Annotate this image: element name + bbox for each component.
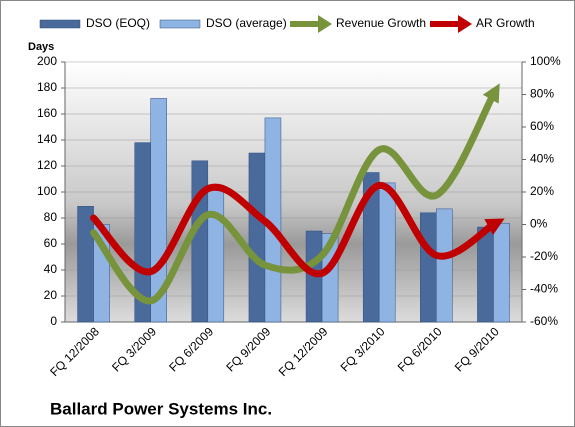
bar xyxy=(207,185,225,323)
legend-label: AR Growth xyxy=(476,16,535,30)
y2-tick-label: 60% xyxy=(530,119,554,133)
legend-label: Revenue Growth xyxy=(336,16,426,30)
y-axis-title: Days xyxy=(28,41,54,53)
y-tick-label: 100 xyxy=(37,184,57,198)
y2-tick-label: -40% xyxy=(530,282,558,296)
bar xyxy=(436,208,453,323)
legend-label: DSO (average) xyxy=(206,16,287,30)
bar xyxy=(191,160,209,323)
bar xyxy=(378,182,396,323)
legend-label: DSO (EOQ) xyxy=(86,16,150,30)
y2-tick-label: 0% xyxy=(530,217,548,231)
y-tick-label: 0 xyxy=(50,314,57,328)
bar xyxy=(420,212,437,323)
y-tick-label: 40 xyxy=(44,262,58,276)
y-tick-label: 60 xyxy=(44,236,58,250)
y2-tick-label: -20% xyxy=(530,249,558,263)
legend-swatch xyxy=(458,15,472,33)
legend-swatch xyxy=(39,19,81,29)
y-tick-label: 80 xyxy=(44,210,58,224)
line xyxy=(90,83,500,305)
y-tick-label: 120 xyxy=(37,158,57,172)
y2-tick-label: 80% xyxy=(530,87,554,101)
bar xyxy=(77,206,94,323)
y-tick-label: 160 xyxy=(37,106,57,120)
legend-swatch xyxy=(159,19,201,29)
y2-tick-label: 100% xyxy=(530,54,561,68)
bar xyxy=(493,222,510,323)
caption: Ballard Power Systems Inc. xyxy=(50,399,272,418)
y-tick-label: 200 xyxy=(37,54,57,68)
bar xyxy=(477,226,494,323)
y-tick-label: 20 xyxy=(44,288,58,302)
line xyxy=(90,182,505,278)
y-tick-label: 180 xyxy=(37,80,57,94)
bar xyxy=(248,152,266,323)
y2-tick-label: 20% xyxy=(530,184,554,198)
y2-tick-label: 40% xyxy=(530,152,554,166)
y-tick-label: 140 xyxy=(37,132,57,146)
y2-tick-label: -60% xyxy=(530,314,558,328)
legend-swatch xyxy=(318,15,332,33)
